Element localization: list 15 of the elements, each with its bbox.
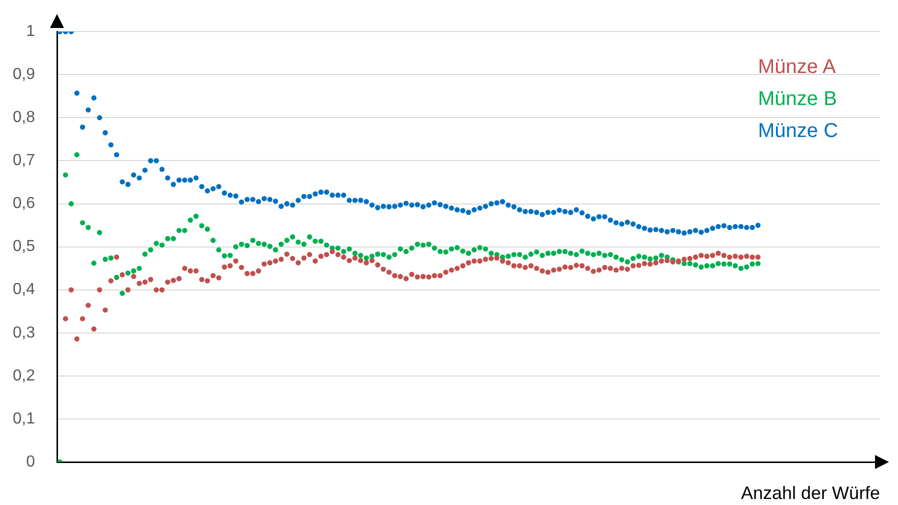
- x-axis-title: Anzahl der Würfe: [740, 483, 880, 504]
- text: Münze C: [758, 120, 838, 143]
- y-tick-label: 1: [26, 23, 36, 40]
- y-tick-label: 0,7: [12, 152, 36, 170]
- text: Münze B: [758, 88, 837, 111]
- y-tick-label: 0,2: [12, 367, 36, 384]
- y-tick-label: 0,1: [12, 410, 36, 428]
- y-tick-label: 0,4: [12, 281, 36, 298]
- y-tick-label: 0,8: [12, 109, 36, 126]
- text: Münze A: [758, 56, 836, 79]
- y-tick-label: 0,5: [12, 238, 36, 256]
- y-tick-label: 0,6: [12, 195, 36, 212]
- y-tick-label: 0,3: [12, 324, 36, 342]
- y-tick-label: 0,9: [12, 66, 36, 84]
- y-tick-label: 0: [26, 453, 36, 470]
